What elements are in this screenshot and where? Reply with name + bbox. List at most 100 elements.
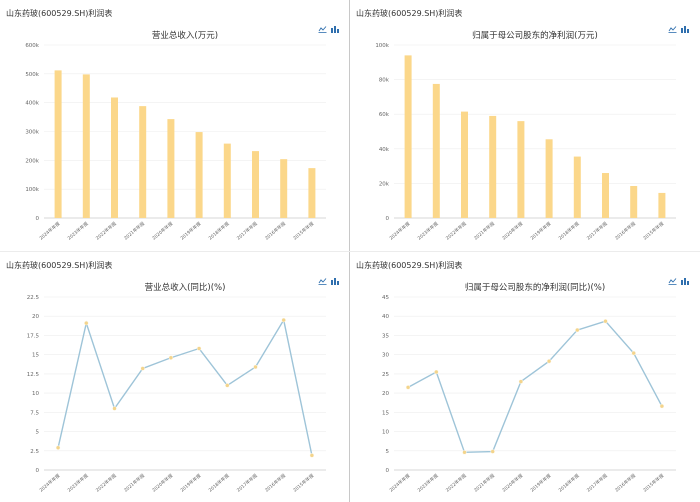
bar-chart-icon[interactable] — [680, 18, 689, 33]
bar[interactable] — [167, 119, 175, 218]
y-tick-label: 12.5 — [27, 372, 40, 378]
y-tick-label: 20 — [32, 314, 39, 320]
x-tick-label: 2020年年报 — [501, 220, 525, 242]
bar[interactable] — [630, 185, 638, 218]
bar[interactable] — [658, 192, 666, 218]
y-tick-label: 600k — [25, 43, 39, 49]
y-tick-label: 300k — [25, 130, 39, 136]
x-tick-label: 2015年年报 — [292, 472, 316, 494]
x-tick-label: 2017年年报 — [585, 472, 609, 494]
data-point[interactable] — [405, 385, 411, 390]
panel-header: 山东药玻(600529.SH)利润表 — [356, 9, 463, 18]
x-tick-label: 2018年年报 — [207, 472, 231, 494]
x-tick-label: 2019年年报 — [529, 220, 553, 242]
revenue-yoy-chart-panel: 山东药玻(600529.SH)利润表 营业总收入(同比)(%) 0 2.5 5 7.5 1… — [0, 252, 349, 502]
bar[interactable] — [545, 139, 553, 218]
x-tick-label: 2019年年报 — [179, 220, 203, 242]
data-point[interactable] — [196, 346, 202, 351]
y-tick-label: 200k — [25, 158, 39, 164]
x-tick-label: 2021年年报 — [122, 472, 146, 494]
data-point[interactable] — [434, 369, 439, 375]
data-point[interactable] — [140, 366, 145, 371]
bar-chart-icon[interactable] — [330, 18, 339, 33]
y-tick-label: 15 — [32, 353, 39, 359]
x-tick-label: 2021年年报 — [472, 472, 496, 494]
x-tick-label: 2016年年报 — [613, 220, 637, 242]
bar[interactable] — [280, 159, 288, 218]
chart-title: 营业总收入(万元) — [152, 30, 218, 41]
data-point[interactable] — [225, 383, 230, 388]
bar[interactable] — [461, 111, 468, 218]
data-point[interactable] — [168, 355, 174, 360]
x-tick-label: 2017年年报 — [235, 472, 259, 494]
bar[interactable] — [54, 70, 62, 218]
x-tick-label: 2020年年报 — [151, 472, 175, 494]
chart-title: 归属于母公司股东的净利润(万元) — [472, 30, 598, 41]
panel-header: 山东药玻(600529.SH)利润表 — [6, 261, 113, 270]
bar[interactable] — [404, 55, 412, 218]
data-point[interactable] — [309, 453, 315, 458]
y-tick-label: 5 — [36, 430, 40, 436]
data-point[interactable] — [631, 350, 636, 356]
bar[interactable] — [223, 143, 231, 218]
y-tick-label: 10 — [382, 430, 389, 436]
y-tick-label: 15 — [382, 410, 389, 416]
bar[interactable] — [82, 74, 90, 218]
line-chart-icon[interactable] — [668, 270, 677, 285]
y-tick-label: 5 — [386, 449, 390, 455]
bar[interactable] — [517, 121, 525, 218]
line-chart-icon[interactable] — [318, 18, 327, 33]
data-point[interactable] — [546, 359, 552, 364]
y-tick-label: 100k — [375, 43, 389, 49]
bar-chart-icon[interactable] — [330, 270, 339, 285]
data-point[interactable] — [490, 449, 495, 454]
x-tick-label: 2018年年报 — [557, 220, 581, 242]
x-tick-label: 2022年年报 — [94, 472, 118, 494]
chart-toolbar — [318, 270, 339, 285]
data-point[interactable] — [659, 403, 665, 409]
data-point[interactable] — [253, 364, 258, 370]
bar-chart-icon[interactable] — [680, 270, 689, 285]
bar[interactable] — [195, 132, 203, 218]
x-tick-label: 2017年年报 — [585, 220, 609, 242]
data-point[interactable] — [462, 450, 467, 455]
chart-title: 营业总收入(同比)(%) — [145, 282, 226, 293]
data-point[interactable] — [518, 379, 524, 384]
y-tick-label: 400k — [25, 101, 39, 107]
x-tick-label: 2023年年报 — [66, 220, 90, 242]
y-tick-label: 0 — [386, 468, 390, 474]
bar[interactable] — [111, 97, 118, 218]
series-line — [407, 320, 663, 454]
bar[interactable] — [432, 83, 440, 218]
x-tick-label: 2017年年报 — [235, 220, 259, 242]
bar[interactable] — [489, 115, 497, 218]
x-tick-label: 2022年年报 — [94, 220, 118, 242]
chart-toolbar — [668, 270, 689, 285]
data-point[interactable] — [575, 327, 580, 333]
panel-header: 山东药玻(600529.SH)利润表 — [6, 9, 113, 18]
x-tick-label: 2021年年报 — [122, 220, 146, 242]
net-profit-chart-panel: 山东药玻(600529.SH)利润表 归属于母公司股东的净利润(万元) 0 20k 4… — [350, 0, 699, 250]
x-tick-label: 2023年年报 — [66, 472, 90, 494]
y-tick-label: 40 — [382, 314, 389, 320]
data-point[interactable] — [55, 445, 61, 450]
data-point[interactable] — [603, 319, 608, 324]
y-tick-label: 60k — [379, 112, 390, 118]
line-chart-icon[interactable] — [668, 18, 677, 33]
x-tick-label: 2020年年报 — [151, 220, 175, 242]
x-tick-label: 2020年年报 — [501, 472, 525, 494]
data-point[interactable] — [281, 317, 286, 323]
y-tick-label: 30 — [382, 353, 389, 359]
data-point[interactable] — [112, 406, 117, 411]
line-chart-icon[interactable] — [318, 270, 327, 285]
y-tick-label: 100k — [25, 187, 39, 193]
chart-title: 归属于母公司股东的净利润(同比)(%) — [465, 282, 605, 293]
bar[interactable] — [252, 151, 259, 218]
bar[interactable] — [308, 168, 316, 218]
bar[interactable] — [602, 173, 609, 218]
data-point[interactable] — [84, 320, 89, 326]
x-tick-label: 2022年年报 — [444, 220, 468, 242]
bar[interactable] — [573, 156, 581, 218]
bar[interactable] — [139, 106, 147, 218]
y-tick-label: 45 — [382, 295, 389, 301]
